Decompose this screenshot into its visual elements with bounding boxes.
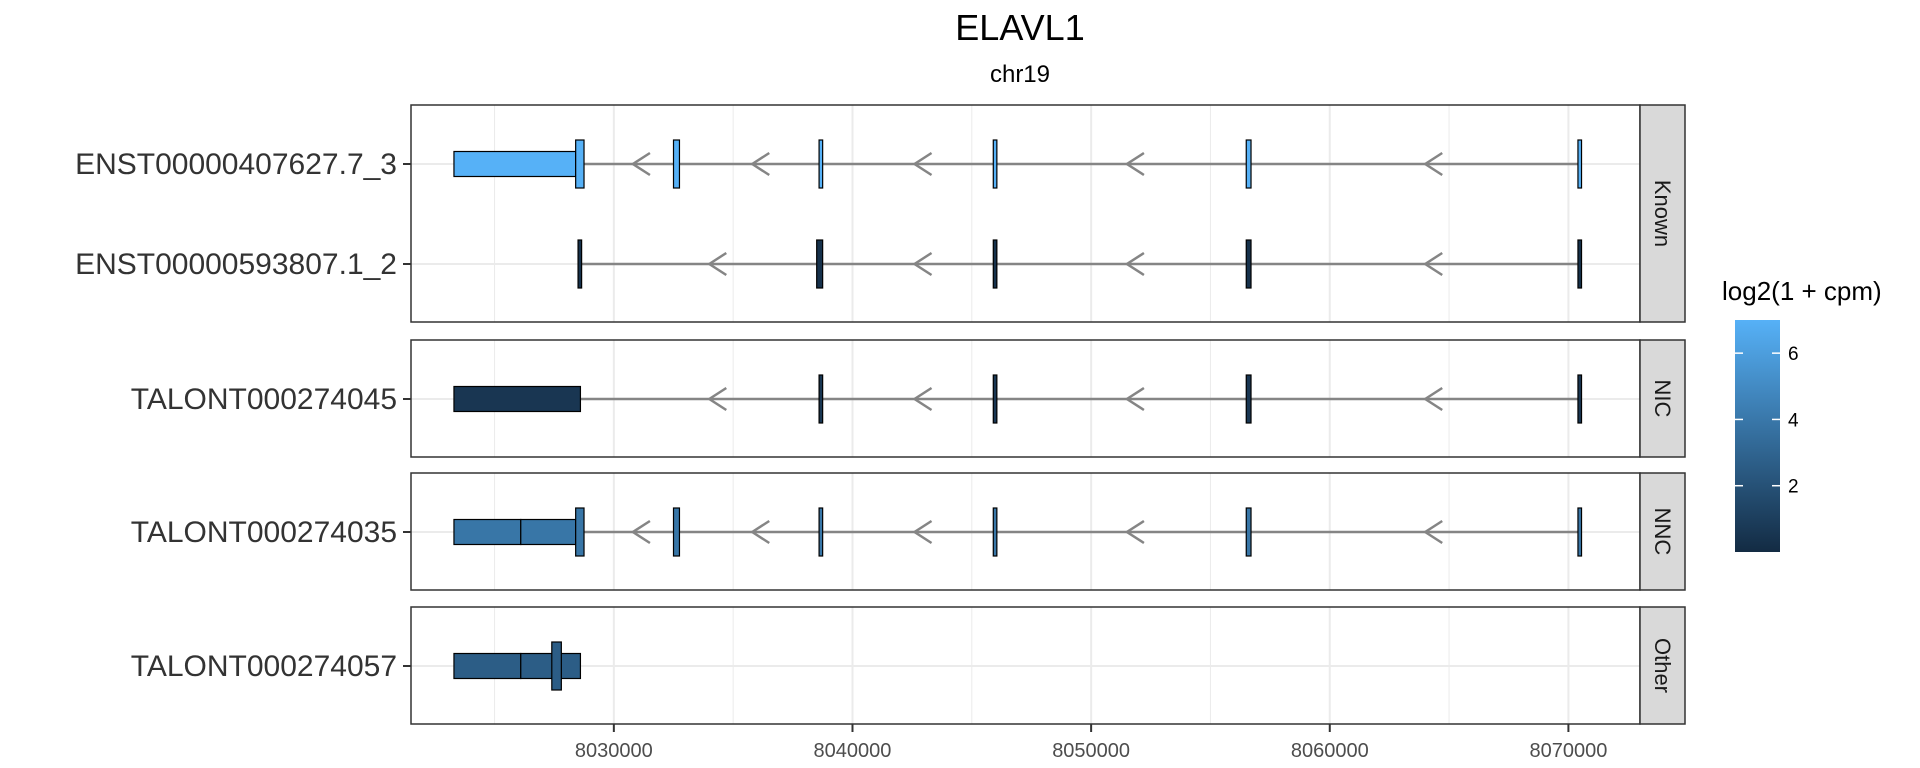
cds-exon <box>1577 139 1583 189</box>
legend-tick-label: 6 <box>1788 344 1799 365</box>
legend-tick-label: 2 <box>1788 477 1799 498</box>
cds-exon <box>672 139 681 189</box>
x-tick-label: 8050000 <box>1052 740 1130 762</box>
strand-arrow <box>1422 519 1443 545</box>
strand-arrow <box>707 251 727 277</box>
x-tick-label: 8070000 <box>1529 740 1607 762</box>
facet-strip-label: Other <box>1650 638 1675 693</box>
transcript-label: ENST00000593807.1_2 <box>75 248 397 281</box>
strand-arrow <box>912 386 933 412</box>
transcript-ENST00000407627.7_3: ENST00000407627.7_3 <box>75 139 1583 189</box>
strand-arrow <box>1124 386 1145 412</box>
strand-arrow <box>1124 519 1145 545</box>
cds-exon <box>672 507 681 557</box>
strand-arrow <box>1422 386 1443 412</box>
cds-exon <box>1577 374 1583 424</box>
transcript-ENST00000593807.1_2: ENST00000593807.1_2 <box>75 239 1583 289</box>
transcript-label: TALONT000274045 <box>131 383 397 416</box>
utr-exon <box>453 150 577 178</box>
facet-strip <box>1639 472 1686 591</box>
strand-arrow <box>1422 151 1443 177</box>
transcript-label: TALONT000274035 <box>131 516 397 549</box>
chart-title: ELAVL1 <box>955 7 1084 48</box>
utr-exon <box>453 518 522 546</box>
cds-exon <box>818 139 824 189</box>
strand-arrow <box>1124 151 1145 177</box>
cds-exon <box>1245 139 1252 189</box>
strand-arrow <box>749 519 770 545</box>
facet-strip-label: Known <box>1650 180 1675 247</box>
cds-exon <box>818 507 824 557</box>
strand-arrow <box>912 151 933 177</box>
chart-subtitle: chr19 <box>990 61 1050 88</box>
panel-other: TALONT000274057 Other <box>131 606 1686 725</box>
plot-area: ENST00000407627.7_3 ENST00000593807.1_2 Kn… <box>75 104 1686 725</box>
cds-exon <box>575 507 585 557</box>
strand-arrow <box>1422 251 1443 277</box>
cds-exon <box>1245 507 1252 557</box>
facet-strip <box>1639 339 1686 458</box>
strand-arrow <box>912 251 933 277</box>
x-tick-label: 8060000 <box>1291 740 1369 762</box>
panel-known: ENST00000407627.7_3 ENST00000593807.1_2 Kn… <box>75 104 1686 323</box>
utr-exon <box>520 652 582 680</box>
legend-tick-label: 4 <box>1788 410 1799 431</box>
panel-background <box>411 105 1640 322</box>
facet-strip <box>1639 104 1686 323</box>
transcript-TALONT000274035: TALONT000274035 <box>131 507 1583 557</box>
cds-exon <box>575 139 585 189</box>
x-axis: 8030000 8040000 8050000 8060000 8070000 <box>575 724 1607 762</box>
transcript-TALONT000274045: TALONT000274045 <box>131 374 1583 424</box>
strand-arrow <box>749 151 770 177</box>
utr-exon <box>453 385 582 413</box>
cds-exon <box>816 239 824 289</box>
cds-exon <box>818 374 824 424</box>
strand-arrow <box>630 519 651 545</box>
utr-exon <box>453 652 522 680</box>
legend-colorbar <box>1735 320 1780 552</box>
facet-strip-label: NNC <box>1650 508 1675 556</box>
cds-exon <box>992 139 998 189</box>
facet-strip-label: NIC <box>1650 380 1675 418</box>
transcript-label: TALONT000274057 <box>131 650 397 683</box>
cds-exon <box>577 239 583 289</box>
strand-arrow <box>1124 251 1145 277</box>
legend-title: log2(1 + cpm) <box>1722 276 1882 306</box>
strand-arrow <box>912 519 933 545</box>
cds-exon <box>992 374 998 424</box>
cds-exon <box>992 507 998 557</box>
cds-exon <box>1577 507 1583 557</box>
facet-strip <box>1639 606 1686 725</box>
transcript-TALONT000274057: TALONT000274057 <box>131 641 582 691</box>
cds-exon <box>551 641 562 691</box>
color-legend: log2(1 + cpm) 2 4 6 <box>1722 276 1882 552</box>
cds-exon <box>1245 374 1252 424</box>
strand-arrow <box>707 386 727 412</box>
cds-exon <box>992 239 998 289</box>
cds-exon <box>1245 239 1252 289</box>
x-tick-label: 8030000 <box>575 740 653 762</box>
x-tick-label: 8040000 <box>814 740 892 762</box>
panel-nic: TALONT000274045 NIC <box>131 339 1686 458</box>
cds-exon <box>1577 239 1583 289</box>
utr-exon <box>520 518 577 546</box>
panel-nnc: TALONT000274035 NNC <box>131 472 1686 591</box>
strand-arrow <box>630 151 651 177</box>
transcript-label: ENST00000407627.7_3 <box>75 148 397 181</box>
